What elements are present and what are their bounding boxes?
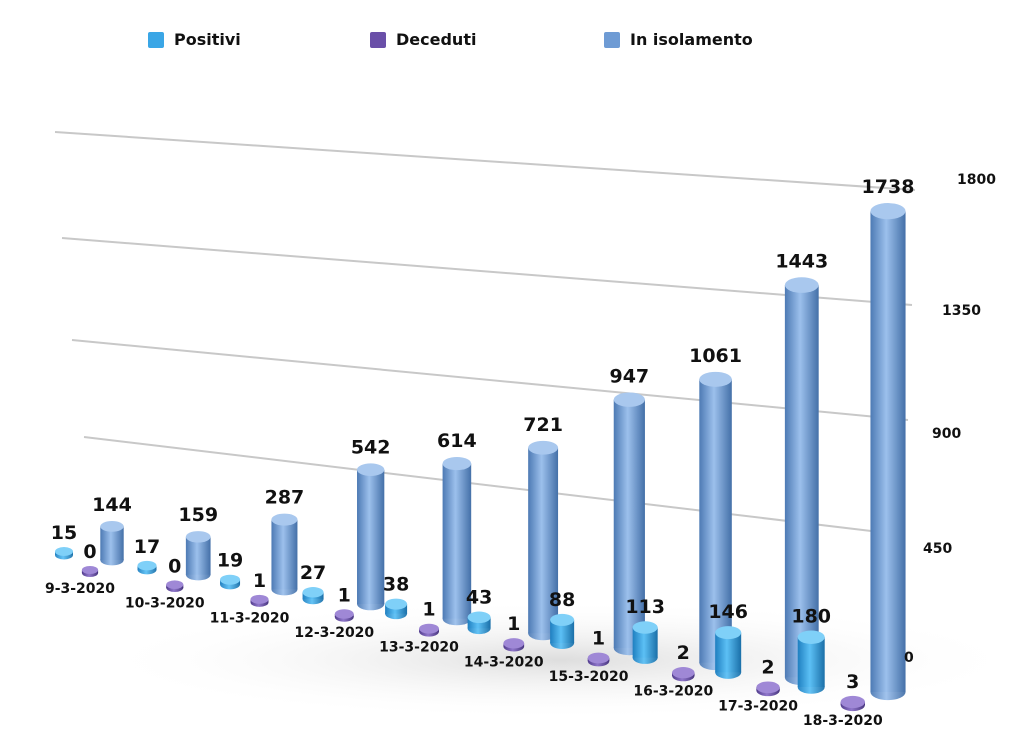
bar-deceduti <box>756 681 780 697</box>
y-axis: 0 450 900 1350 1800 <box>904 172 996 666</box>
value-label: 27 <box>300 562 326 584</box>
value-label: 2 <box>761 656 774 678</box>
value-label: 1 <box>338 584 351 606</box>
bar-deceduti <box>334 609 354 622</box>
grid-line <box>71 339 909 421</box>
value-label: 159 <box>178 504 218 526</box>
legend-item-positivi: Positivi <box>148 30 241 49</box>
legend-swatch-deceduti <box>370 31 386 48</box>
value-label: 15 <box>51 522 77 544</box>
legend-label-in-isolamento: In isolamento <box>630 30 753 49</box>
category-label: 14-3-2020 <box>464 654 544 670</box>
grid-line <box>54 131 916 191</box>
bar-deceduti <box>81 565 99 578</box>
value-label: 1 <box>592 628 605 650</box>
y-tick-label: 1800 <box>957 172 996 188</box>
legend-label-positivi: Positivi <box>174 30 241 49</box>
value-label: 1 <box>253 570 266 592</box>
bar-positivi <box>55 547 73 560</box>
value-label: 1 <box>507 613 520 635</box>
grid-lines <box>54 131 916 536</box>
bar-deceduti <box>419 623 439 637</box>
bar-deceduti <box>840 695 865 712</box>
bar-deceduti <box>503 638 525 652</box>
value-label: 146 <box>708 601 748 623</box>
category-label: 10-3-2020 <box>125 596 205 612</box>
legend-item-deceduti: Deceduti <box>370 30 476 49</box>
bar-positivi <box>220 574 241 590</box>
value-label: 2 <box>677 642 690 664</box>
value-label: 113 <box>625 596 665 618</box>
value-label: 1738 <box>862 176 915 198</box>
category-label: 12-3-2020 <box>294 625 374 641</box>
value-label: 43 <box>466 587 492 609</box>
category-label: 13-3-2020 <box>379 640 459 656</box>
value-label: 38 <box>383 574 409 596</box>
category-label: 16-3-2020 <box>633 684 713 700</box>
bar-deceduti <box>166 580 184 592</box>
bar-positivi <box>137 560 157 575</box>
bar-in-isolamento <box>271 513 298 596</box>
grid-line <box>61 237 913 306</box>
bar-positivi <box>632 621 658 664</box>
value-label: 721 <box>523 414 563 436</box>
category-label: 17-3-2020 <box>718 698 798 714</box>
bar-positivi <box>715 626 742 679</box>
bar-in-isolamento <box>613 392 645 656</box>
labels: 15 0 144 9-3-2020 17 0 159 10-3-2020 19 1 287 11-3-… <box>45 176 914 729</box>
value-label: 144 <box>92 494 132 516</box>
value-label: 17 <box>134 536 160 558</box>
bar-in-isolamento <box>185 531 211 581</box>
legend-item-in-isolamento: In isolamento <box>604 30 753 49</box>
value-label: 0 <box>168 555 181 577</box>
y-tick-label: 900 <box>932 426 961 442</box>
bar-positivi <box>385 598 408 620</box>
category-label: 9-3-2020 <box>45 581 115 597</box>
category-label: 18-3-2020 <box>803 713 883 729</box>
value-label: 1 <box>422 599 435 621</box>
bar-deceduti <box>250 594 269 607</box>
bar-positivi <box>467 611 491 635</box>
category-label: 15-3-2020 <box>549 669 629 685</box>
grid-line <box>83 436 906 536</box>
value-label: 19 <box>217 550 243 572</box>
bar-in-isolamento <box>870 203 906 701</box>
bar-in-isolamento <box>357 463 385 611</box>
value-label: 542 <box>351 436 391 458</box>
value-label: 180 <box>791 605 831 627</box>
chart-legend: Positivi Deceduti In isolamento <box>0 30 1024 54</box>
value-label: 3 <box>846 671 859 693</box>
value-label: 947 <box>609 365 649 387</box>
bar-deceduti <box>672 667 695 682</box>
bars <box>55 203 906 712</box>
value-label: 287 <box>265 487 305 509</box>
value-label: 0 <box>83 541 96 563</box>
y-tick-label: 1350 <box>942 303 981 319</box>
bar-deceduti <box>587 652 610 667</box>
y-tick-label: 0 <box>904 650 914 666</box>
legend-swatch-positivi <box>148 31 164 48</box>
bar-in-isolamento <box>100 521 124 566</box>
legend-label-deceduti: Deceduti <box>396 30 477 49</box>
bar-in-isolamento <box>442 456 472 626</box>
value-label: 1443 <box>775 250 828 272</box>
bar-in-isolamento <box>528 440 559 641</box>
bar-positivi <box>550 613 575 649</box>
value-label: 88 <box>549 589 575 611</box>
bar-positivi <box>302 587 324 605</box>
value-label: 614 <box>437 430 477 452</box>
value-label: 1061 <box>689 345 742 367</box>
category-label: 11-3-2020 <box>210 610 290 626</box>
y-tick-label: 450 <box>923 541 952 557</box>
bar-in-isolamento <box>699 371 732 671</box>
bar-positivi <box>797 630 825 694</box>
legend-swatch-in-isolamento <box>604 31 620 48</box>
